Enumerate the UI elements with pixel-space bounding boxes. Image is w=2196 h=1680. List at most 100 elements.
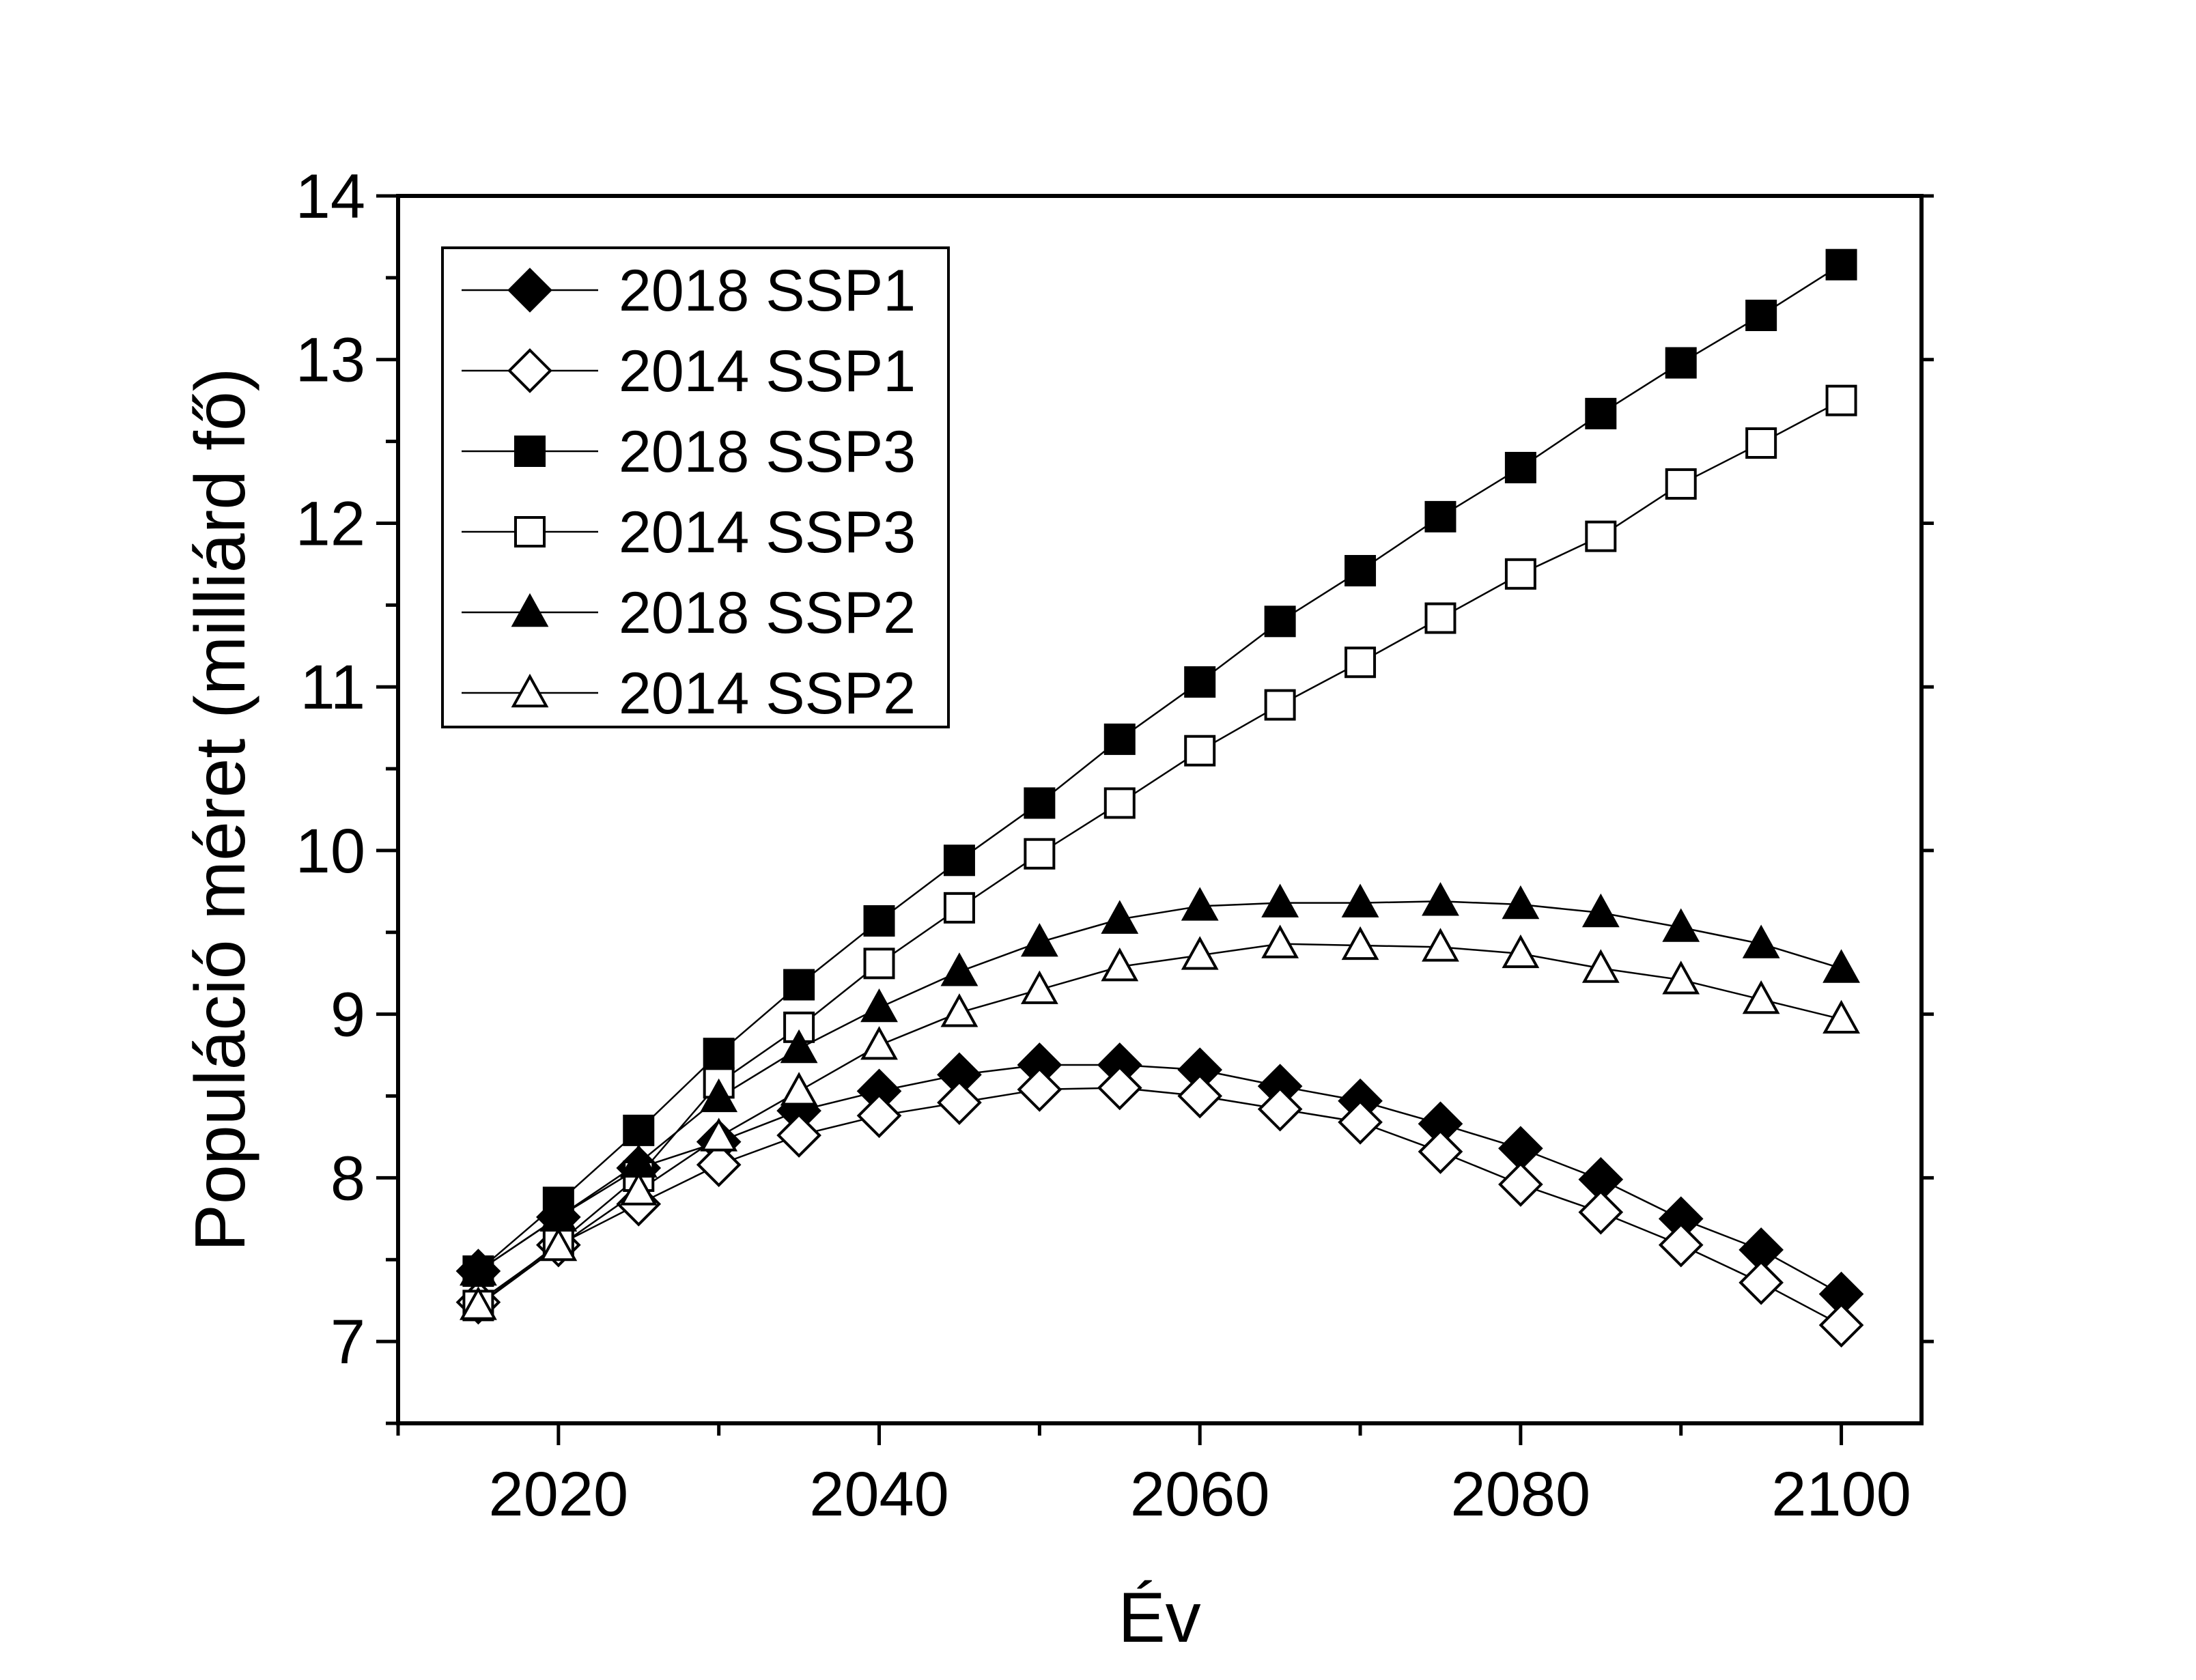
data-point-series-2 [1024,787,1056,819]
data-point-series-2 [623,1114,655,1146]
data-point-series-1 [1177,1073,1223,1119]
data-point-series-3 [1504,558,1536,590]
axis-ticks: 2020 2040 2060 2080 2100 7 8 9 10 11 12 13 14 [296,162,1934,1529]
legend-marker [507,268,552,313]
data-point-series-4 [1020,923,1058,957]
data-point-series-5 [1341,926,1379,960]
data-point-series-5 [1101,948,1139,982]
y-tick-label: 13 [296,326,365,395]
data-point-series-4 [1101,900,1139,934]
y-tick-label: 9 [330,980,365,1050]
series-line-4 [477,900,1842,1272]
data-point-series-3 [1024,838,1056,870]
x-axis-title: Év [1118,1578,1200,1657]
data-point-series-2 [783,969,815,1001]
data-point-series-2 [703,1038,735,1070]
data-point-series-5 [1581,949,1620,983]
data-point-series-5 [780,1072,818,1106]
data-point-series-1 [1017,1067,1062,1112]
data-point-series-2 [943,844,975,877]
data-point-series-5 [1020,970,1058,1004]
data-point-series-2 [1184,666,1216,698]
data-point-series-5 [1742,980,1780,1014]
legend: 2018 SSP1 2014 SSP1 2018 SSP3 2014 SSP3 2018… [441,246,950,728]
data-point-series-1 [1338,1100,1383,1145]
data-point-series-2 [1103,723,1136,755]
legend-label: 2014 SSP2 [619,661,916,726]
data-point-series-4 [1422,882,1459,916]
data-point-series-5 [460,1286,497,1320]
data-point-series-3 [1264,689,1296,721]
data-point-series-5 [539,1227,578,1262]
legend-label: 2014 SSP3 [619,500,916,565]
y-tick-label: 7 [330,1307,365,1377]
data-point-series-5 [700,1117,738,1152]
data-point-series-1 [1818,1302,1864,1348]
data-point-series-4 [460,1251,497,1286]
data-point-series-3 [1424,602,1456,634]
plot-frame [396,194,1924,1425]
series-line-0 [477,1064,1842,1295]
data-point-series-1 [1097,1065,1142,1111]
legend-label: 2018 SSP2 [619,580,916,646]
y-tick-label: 12 [296,489,365,558]
data-point-series-2 [1585,397,1617,429]
y-tick-label: 10 [296,816,365,886]
data-point-series-3 [943,892,975,924]
data-point-series-4 [940,952,979,986]
legend-marker [507,348,552,393]
data-point-series-5 [619,1171,658,1206]
y-axis-title: Populáció méret (milliárd fő) [181,368,260,1252]
data-point-series-1 [1578,1189,1624,1235]
legend-marker [514,516,546,547]
data-point-series-5 [1261,924,1299,958]
data-point-series-1 [696,1142,742,1188]
data-point-series-2 [1264,606,1296,638]
data-point-series-2 [1825,248,1857,281]
data-point-series-3 [1345,646,1377,679]
data-point-series-4 [1581,893,1620,928]
data-point-series-3 [1825,384,1857,416]
data-point-series-4 [860,988,898,1023]
data-point-series-4 [700,1078,738,1113]
data-point-series-2 [1745,300,1777,332]
data-point-series-1 [1738,1260,1784,1305]
legend-label: 2014 SSP1 [619,339,916,404]
data-point-series-4 [1261,883,1299,917]
data-point-series-2 [1504,451,1536,483]
y-tick-label: 14 [296,162,365,231]
data-point-series-1 [1658,1222,1704,1268]
series-markers [455,248,1864,1348]
data-point-series-4 [1181,887,1219,921]
legend-marker [511,673,549,708]
legend-marker [511,593,549,627]
x-tick-label: 2040 [809,1460,949,1529]
data-point-series-2 [1345,554,1377,586]
x-tick-label: 2060 [1130,1460,1270,1529]
data-point-series-2 [1665,347,1697,379]
y-tick-label: 8 [330,1143,365,1213]
data-point-series-3 [1585,520,1617,552]
data-point-series-4 [1341,883,1379,917]
data-point-series-2 [863,905,895,937]
data-point-series-1 [937,1080,982,1125]
data-point-series-3 [863,948,895,980]
data-point-series-5 [1662,960,1700,995]
data-point-series-4 [1662,908,1700,942]
data-point-series-1 [1498,1162,1543,1207]
series-line-1 [477,1087,1842,1326]
data-point-series-4 [780,1029,818,1064]
y-tick-label: 11 [300,653,365,722]
x-tick-label: 2020 [489,1460,629,1529]
data-point-series-4 [1742,924,1780,958]
data-point-series-4 [1502,885,1540,920]
data-point-series-1 [856,1093,902,1139]
data-point-series-1 [1418,1129,1463,1174]
data-point-series-1 [776,1113,821,1158]
x-tick-label: 2080 [1451,1460,1591,1529]
data-point-series-5 [1822,999,1860,1034]
legend-label: 2018 SSP3 [619,419,916,485]
data-point-series-2 [1424,500,1456,532]
data-point-series-3 [1665,468,1697,500]
